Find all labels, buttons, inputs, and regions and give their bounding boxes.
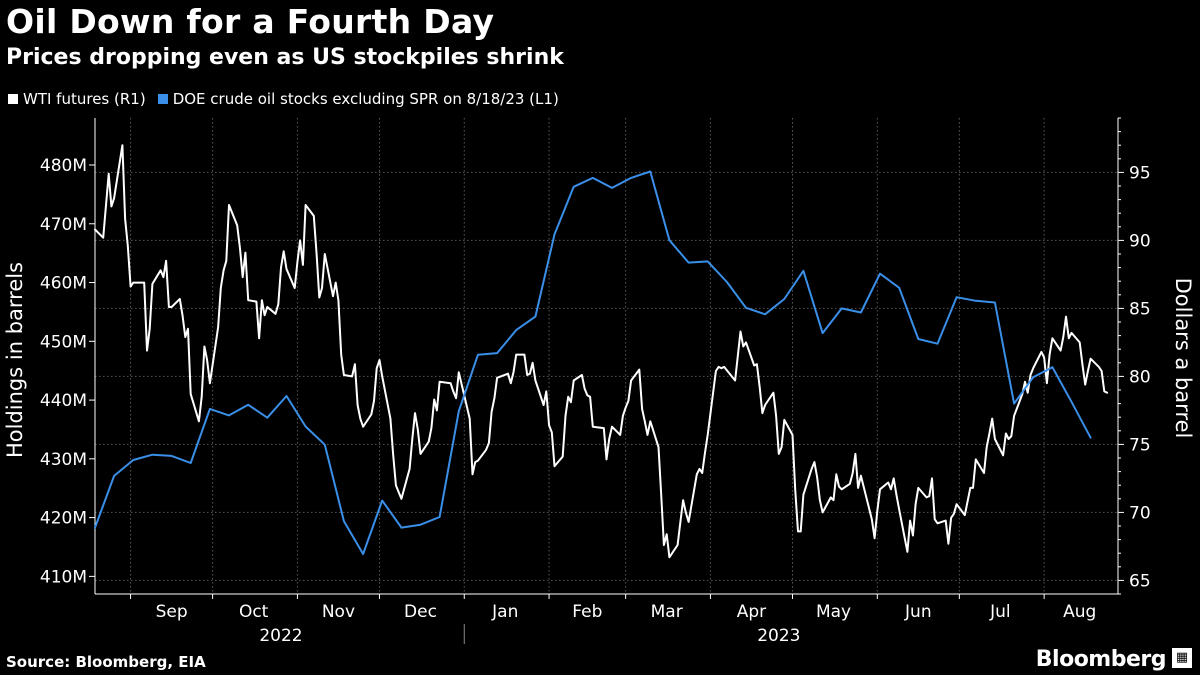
y-tick-label-left: 430M [40,450,87,470]
source-note: Source: Bloomberg, EIA [6,653,206,671]
series-line-wti [94,144,1109,559]
series-lines [94,144,1109,559]
y-tick-label-right: 75 [1129,435,1151,455]
legend: WTI futures (R1) DOE crude oil stocks ex… [8,90,571,108]
bloomberg-terminal-icon: ▦ [1172,648,1192,668]
y-tick-label-left: 420M [40,509,87,529]
x-tick-label: Dec [404,602,437,622]
x-year-label: 2023 [757,626,800,646]
y-tick-label-right: 85 [1129,299,1151,319]
bloomberg-logo: Bloomberg [1035,647,1167,672]
legend-label-doe: DOE crude oil stocks excluding SPR on 8/… [172,90,559,108]
x-tick-label: Sep [156,602,188,622]
chart-subtitle: Prices dropping even as US stockpiles sh… [6,45,564,70]
y-tick-label-right: 90 [1129,231,1151,251]
y-tick-label-left: 470M [40,215,87,235]
gridlines [95,118,1118,594]
x-tick-label: Nov [322,602,355,622]
legend-item-doe: DOE crude oil stocks excluding SPR on 8/… [157,90,559,108]
series-line-doe [94,170,1092,555]
y-tick-label-left: 440M [40,391,87,411]
x-tick-label: Apr [737,602,766,622]
x-tick-label: Jun [904,602,932,622]
y-tick-label-left: 450M [40,332,87,352]
y-tick-label-left: 480M [40,156,87,176]
legend-swatch-doe [157,94,168,104]
y-tick-label-right: 70 [1129,503,1151,523]
x-year-label: 2022 [259,626,302,646]
x-tick-label: Oct [239,602,269,622]
x-tick-label: Aug [1063,602,1096,622]
y-tick-label-right: 80 [1129,367,1151,387]
y-axis-label-right: Dollars a barrel [1171,278,1195,439]
x-tick-label: Jan [491,602,518,622]
x-tick-label: Feb [572,602,602,622]
y-tick-label-right: 65 [1129,571,1151,591]
chart-title: Oil Down for a Fourth Day [6,2,495,41]
legend-item-wti: WTI futures (R1) [8,90,146,108]
legend-label-wti: WTI futures (R1) [23,90,146,108]
legend-swatch-wti [8,94,18,104]
axes: 410M 420M 430M 440M 450M 460M 470M 480M 65 70 75 80… [40,117,1151,646]
x-tick-label: Mar [651,602,683,622]
x-tick-label: Jul [989,602,1011,622]
y-tick-label-right: 95 [1129,163,1151,183]
y-tick-label-left: 410M [40,567,87,587]
x-tick-label: May [816,602,851,622]
y-tick-label-left: 460M [40,274,87,294]
y-axis-label-left: Holdings in barrels [3,262,27,458]
